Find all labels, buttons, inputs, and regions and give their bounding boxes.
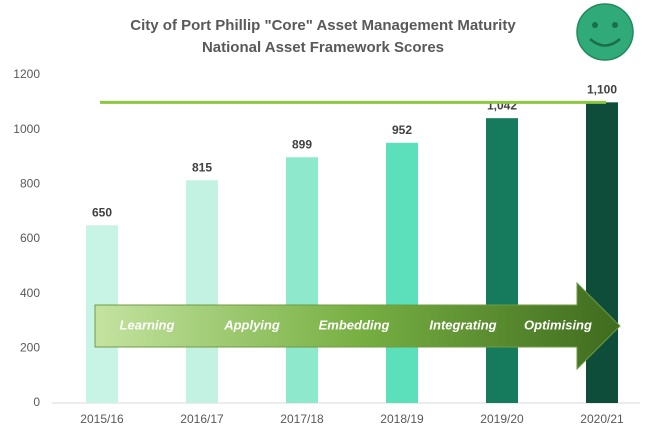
bar [386,142,418,403]
x-tick-label: 2019/20 [480,412,524,426]
smiley-icon [576,3,634,61]
stage-label: Applying [223,317,280,332]
y-tick-label: 200 [20,341,40,355]
y-tick-label: 800 [20,177,40,191]
y-tick-label: 1000 [13,122,40,136]
stage-arrow [94,281,621,371]
x-tick-label: 2015/16 [80,412,124,426]
stage-label: Optimising [524,317,592,332]
y-tick-label: 400 [20,286,40,300]
y-tick-label: 0 [33,395,40,409]
x-tick-label: 2018/19 [380,412,424,426]
y-tick-label: 1200 [13,67,40,81]
bar [286,157,318,403]
value-label: 650 [92,206,112,220]
value-label: 815 [192,160,212,174]
bar [186,180,218,403]
stage-label: Embedding [319,317,390,332]
value-label: 1,042 [487,98,517,112]
value-label: 1,100 [587,83,617,97]
chart-subtitle: National Asset Framework Scores [202,39,444,56]
bar [586,102,618,403]
x-tick-label: 2016/17 [180,412,224,426]
stage-label: Learning [120,317,175,332]
value-label: 899 [292,137,312,151]
x-tick-label: 2017/18 [280,412,324,426]
stage-label: Integrating [429,317,496,332]
value-label: 952 [392,123,412,137]
x-tick-label: 2020/21 [580,412,624,426]
y-tick-label: 600 [20,231,40,245]
bar [486,118,518,403]
chart-title: City of Port Phillip "Core" Asset Manage… [130,17,516,34]
